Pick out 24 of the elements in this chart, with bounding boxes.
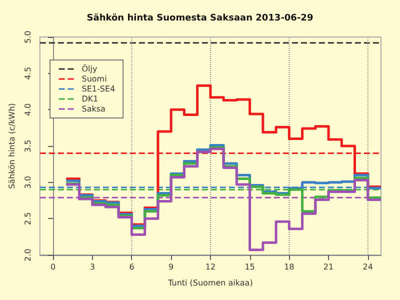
y-axis-title: Sähkön hinta (c/kWh)	[8, 103, 16, 189]
x-tick-label: 6	[129, 262, 134, 272]
y-tick-label: 2.0	[23, 248, 32, 262]
x-tick-label: 18	[284, 262, 294, 272]
x-tick-label: 9	[168, 262, 174, 272]
y-tick-label: 3.0	[23, 176, 32, 189]
x-tick-label: 21	[323, 262, 334, 272]
legend-label: Öljy	[82, 64, 98, 74]
y-tick-label: 5.0	[23, 30, 32, 44]
legend-label: Saksa	[82, 104, 106, 114]
x-tick-label: 0	[50, 262, 56, 272]
x-tick-label: 15	[244, 262, 255, 272]
legend-label: DK1	[82, 94, 98, 104]
y-tick-label: 3.5	[23, 140, 32, 152]
x-tick-label: 12	[205, 262, 216, 272]
legend-label: Suomi	[82, 74, 107, 84]
chart-title: Sähkön hinta Suomesta Saksaan 2013-06-29	[86, 14, 314, 24]
x-tick-label: 24	[362, 262, 373, 272]
y-tick-label: 2.5	[23, 212, 32, 226]
x-tick-label: 3	[90, 262, 95, 272]
legend-label: SE1-SE4	[82, 84, 116, 94]
y-tick-label: 4.5	[23, 66, 32, 80]
y-tick-label: 4.0	[23, 103, 32, 116]
x-axis-title: Tunti (Suomen aikaa)	[167, 278, 253, 288]
